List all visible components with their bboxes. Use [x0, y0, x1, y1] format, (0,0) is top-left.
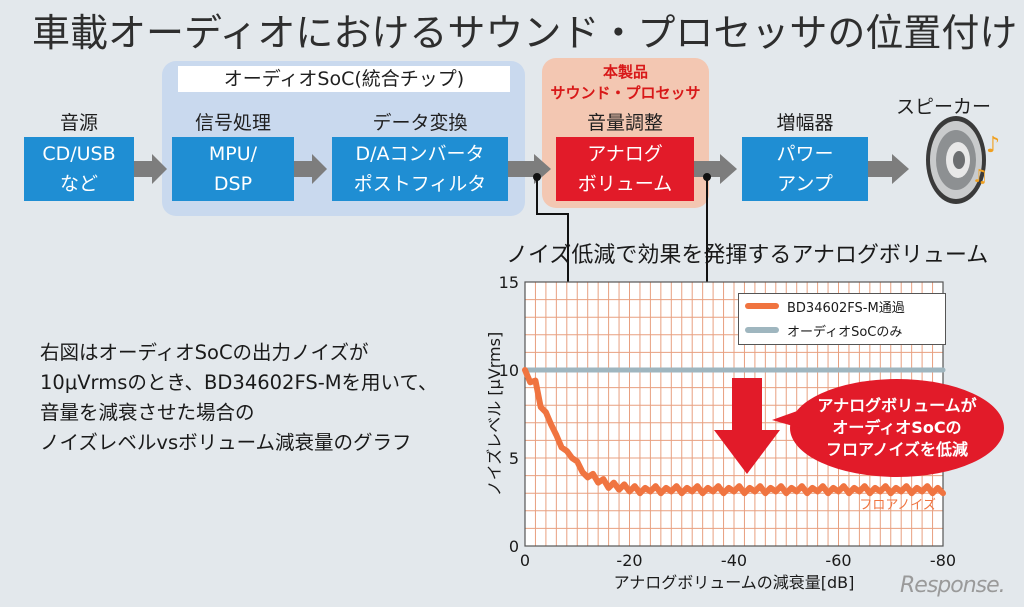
floor-noise-callout: アナログボリュームが オーディオSoCの フロアノイズを低減: [790, 379, 1004, 477]
stage-header-volume: 音量調整: [586, 112, 663, 134]
dac-box-line1: D/Aコンバータ: [355, 143, 485, 165]
soc-group-label: オーディオSoC(統合チップ): [178, 66, 510, 92]
source-box-line1: CD/USB: [42, 143, 116, 165]
analog-volume-box: アナログ ボリューム: [556, 137, 694, 201]
floor-noise-annotation: フロアノイズ: [859, 497, 935, 513]
amp-box-line2: アンプ: [777, 173, 833, 195]
description-line-4: ノイズレベルvsボリューム減衰量のグラフ: [40, 431, 412, 454]
mpu-box-line2: DSP: [213, 173, 253, 195]
x-tick-label: -60: [825, 551, 851, 570]
product-label-line2: サウンド・プロセッサ: [550, 84, 701, 102]
flow-arrow-4: [694, 154, 737, 184]
flow-arrow-1: [134, 154, 167, 184]
page-title: 車載オーディオにおけるサウンド・プロセッサの位置付け: [32, 11, 1018, 55]
reduction-arrow-icon: [714, 378, 780, 474]
chart-series: [522, 367, 946, 497]
x-tick-label: 0: [520, 551, 530, 570]
flow-arrow-3: [508, 154, 551, 184]
volume-box-line2: ボリューム: [577, 173, 673, 195]
flow-arrow-2: [294, 154, 327, 184]
mpu-box-line1: MPU/: [208, 143, 258, 165]
svg-text:♪: ♪: [986, 133, 1000, 158]
x-tick-label: -20: [616, 551, 642, 570]
legend-label-bd: BD34602FS-M通過: [787, 300, 905, 316]
chart-description: 右図はオーディオSoCの出力ノイズが 10μVrmsのとき、BD34602FS-…: [40, 338, 438, 458]
x-tick-label: -40: [721, 551, 747, 570]
legend-swatch-bd: [745, 303, 779, 309]
dac-box: D/Aコンバータ ポストフィルタ: [332, 137, 508, 201]
description-line-1: 右図はオーディオSoCの出力ノイズが: [40, 341, 369, 364]
callout-line-2: オーディオSoCの: [832, 418, 962, 437]
y-tick-label: 10: [499, 361, 519, 380]
series-line-bd: [522, 367, 946, 497]
x-tick-label: -80: [930, 551, 956, 570]
chart-x-label: アナログボリュームの減衰量[dB]: [614, 573, 855, 592]
flow-arrow-5: [868, 154, 909, 184]
source-box-line2: など: [59, 173, 98, 195]
volume-box-line1: アナログ: [587, 143, 663, 165]
callout-line-1: アナログボリュームが: [817, 396, 977, 415]
legend-item-bd: BD34602FS-M通過: [739, 294, 945, 318]
mpu-dsp-box: MPU/ DSP: [172, 137, 294, 201]
y-tick-label: 15: [499, 273, 519, 292]
chart-y-label: ノイズレベル [μVrms]: [485, 332, 504, 496]
connector-dot-volume-top: [703, 173, 711, 181]
chart-legend: BD34602FS-M通過 オーディオSoCのみ: [738, 293, 946, 345]
legend-swatch-soc: [745, 327, 779, 333]
stage-header-amp: 増幅器: [776, 112, 834, 134]
legend-item-soc: オーディオSoCのみ: [739, 318, 945, 342]
stage-header-signal: 信号処理: [194, 112, 271, 134]
y-tick-label: 5: [509, 449, 519, 468]
power-amp-box: パワー アンプ: [742, 137, 868, 201]
speaker-icon: [926, 116, 986, 204]
y-tick-label: 0: [509, 537, 519, 556]
description-line-2: 10μVrmsのとき、BD34602FS-Mを用いて、: [40, 371, 438, 394]
callout-line-3: フロアノイズを低減: [825, 440, 969, 459]
connector-dot-soc-top: [533, 173, 541, 181]
stage-header-speaker: スピーカー: [896, 96, 992, 118]
noise-section-title: ノイズ低減で効果を発揮するアナログボリューム: [506, 243, 989, 268]
dac-box-line2: ポストフィルタ: [353, 173, 487, 195]
product-label-line1: 本製品: [602, 63, 648, 81]
stage-header-convert: データ変換: [372, 112, 468, 134]
response-watermark: Response.: [900, 573, 1006, 598]
description-line-3: 音量を減衰させた場合の: [40, 401, 255, 424]
callout-pointer: [772, 410, 800, 428]
source-box: CD/USB など: [24, 137, 134, 201]
legend-label-soc: オーディオSoCのみ: [787, 324, 903, 340]
stage-header-source: 音源: [59, 112, 98, 134]
amp-box-line1: パワー: [776, 143, 834, 165]
music-note-icon: ♪ ♫: [972, 133, 1000, 187]
svg-text:♫: ♫: [972, 166, 988, 187]
